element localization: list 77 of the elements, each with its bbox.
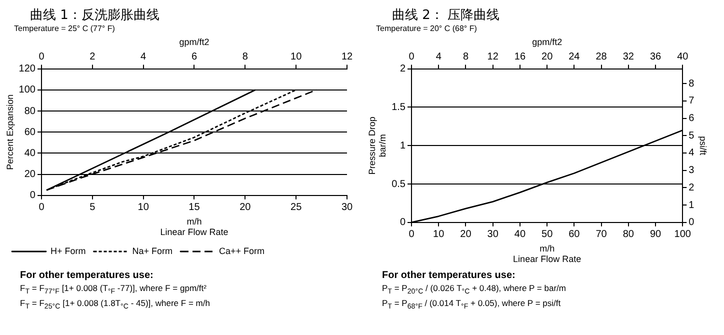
y-axis-title: Pressure Drop bar/m bbox=[366, 116, 388, 175]
text: Temperature = 25° C (77° F) bbox=[13, 24, 116, 34]
y2-tick-label: 2 bbox=[688, 182, 695, 194]
y2-tick-label: 5 bbox=[688, 130, 695, 142]
y-tick-label: 20 bbox=[24, 169, 36, 180]
x2-tick-label: 32 bbox=[622, 52, 634, 63]
y-tick-label: 0 bbox=[400, 217, 406, 228]
x-tick-label: 70 bbox=[596, 229, 608, 240]
y-tick-label: 100 bbox=[18, 84, 36, 96]
text: For other temperatures use: bbox=[20, 270, 154, 281]
y2-tick-label: 1 bbox=[688, 200, 695, 211]
x2-tick-label: 4 bbox=[140, 52, 147, 63]
text: F$_{T}$ = F$_{25°C}$ [1+ 0.008 (1.8T$_{°C}$ - 45)], where F = m/h bbox=[20, 298, 211, 312]
x2-tick-label: 2 bbox=[90, 52, 96, 63]
legend-label: H+ Form bbox=[50, 246, 86, 256]
x-tick-label: 0 bbox=[408, 229, 415, 240]
x2-tick-label: 10 bbox=[290, 52, 302, 63]
legend-label: Ca++ Form bbox=[219, 246, 265, 256]
legend-label: Na+ Form bbox=[132, 246, 173, 256]
y2-tick-label: 7 bbox=[688, 96, 695, 107]
x-tick-label: 40 bbox=[514, 229, 526, 240]
x-tick-label: 90 bbox=[650, 229, 662, 240]
y-tick-label: 1 bbox=[400, 140, 406, 152]
text: F$_{T}$ = F$_{77°F}$ [1+ 0.008 (T$_{°F}$ -77)], where F = gpm/ft² bbox=[20, 283, 208, 298]
x-tick-label: 80 bbox=[622, 229, 634, 240]
x2-tick-label: 6 bbox=[191, 52, 198, 63]
x-tick-label: 5 bbox=[90, 202, 96, 214]
x2-tick-label: 36 bbox=[650, 52, 662, 63]
x-tick-label: 10 bbox=[138, 202, 150, 214]
y2-tick-label: 3 bbox=[688, 165, 695, 176]
y-tick-label: 40 bbox=[24, 148, 36, 159]
x2-axis-title: gpm/ft2 bbox=[532, 36, 562, 47]
x-tick-label: 30 bbox=[341, 202, 353, 214]
x-tick-label: 15 bbox=[188, 202, 200, 214]
x2-tick-label: 8 bbox=[462, 52, 469, 63]
x2-tick-label: 0 bbox=[408, 52, 415, 63]
x2-tick-label: 28 bbox=[596, 52, 608, 63]
x2-tick-label: 12 bbox=[487, 52, 499, 63]
x-tick-label: 20 bbox=[460, 229, 472, 240]
y2-tick-label: 0 bbox=[688, 217, 695, 228]
y-tick-label: 0 bbox=[30, 190, 36, 202]
y2-tick-label: 6 bbox=[688, 113, 695, 124]
y2-axis-title: psi/ft bbox=[698, 136, 708, 156]
text: P$_{T}$ = P$_{20°C}$ / (0.026 T$_{°C}$ + 0.48), where P = bar/m bbox=[382, 283, 567, 298]
x-tick-label: 50 bbox=[542, 229, 554, 240]
y2-tick-label: 8 bbox=[688, 78, 695, 90]
y-tick-label: 120 bbox=[18, 64, 36, 75]
x2-tick-label: 40 bbox=[677, 52, 689, 63]
x-tick-label: 30 bbox=[487, 229, 499, 240]
y-tick-label: 1.5 bbox=[392, 102, 406, 113]
y-tick-label: 60 bbox=[24, 126, 36, 138]
y-tick-label: 2 bbox=[400, 64, 406, 75]
x2-tick-label: 4 bbox=[436, 52, 442, 63]
x-tick-label: 10 bbox=[433, 229, 445, 240]
text: P$_{T}$ = P$_{68°F}$ / (0.014 T$_{°F}$ + 0.05), where P = psi/ft bbox=[382, 298, 562, 312]
text: Temperature = 20° C (68° F) bbox=[375, 24, 478, 34]
x2-tick-label: 20 bbox=[542, 52, 554, 63]
y-tick-label: 0.5 bbox=[392, 178, 406, 190]
x-tick-label: 20 bbox=[240, 202, 252, 214]
text: For other temperatures use: bbox=[382, 270, 516, 281]
chart-title: 曲线 1：反洗膨胀曲线 bbox=[29, 7, 160, 24]
x2-tick-label: 12 bbox=[341, 52, 353, 63]
x-tick-label: 25 bbox=[290, 202, 302, 214]
y-axis-title: Percent Expansion bbox=[4, 94, 15, 170]
x-tick-label: 60 bbox=[568, 229, 580, 240]
x-axis-title: m/h Linear Flow Rate bbox=[513, 243, 582, 264]
x2-tick-label: 8 bbox=[242, 52, 248, 63]
chart-title: 曲线 2： 压降曲线 bbox=[391, 7, 501, 24]
x2-axis-title: gpm/ft2 bbox=[179, 36, 210, 47]
x2-tick-label: 0 bbox=[38, 52, 45, 63]
y-tick-label: 80 bbox=[24, 106, 36, 117]
y2-tick-label: 4 bbox=[688, 148, 695, 159]
x-tick-label: 0 bbox=[38, 202, 45, 214]
x-axis-title: m/h Linear Flow Rate bbox=[160, 216, 228, 238]
x-tick-label: 100 bbox=[674, 229, 692, 240]
x2-tick-label: 24 bbox=[568, 52, 580, 63]
x2-tick-label: 16 bbox=[514, 52, 526, 63]
